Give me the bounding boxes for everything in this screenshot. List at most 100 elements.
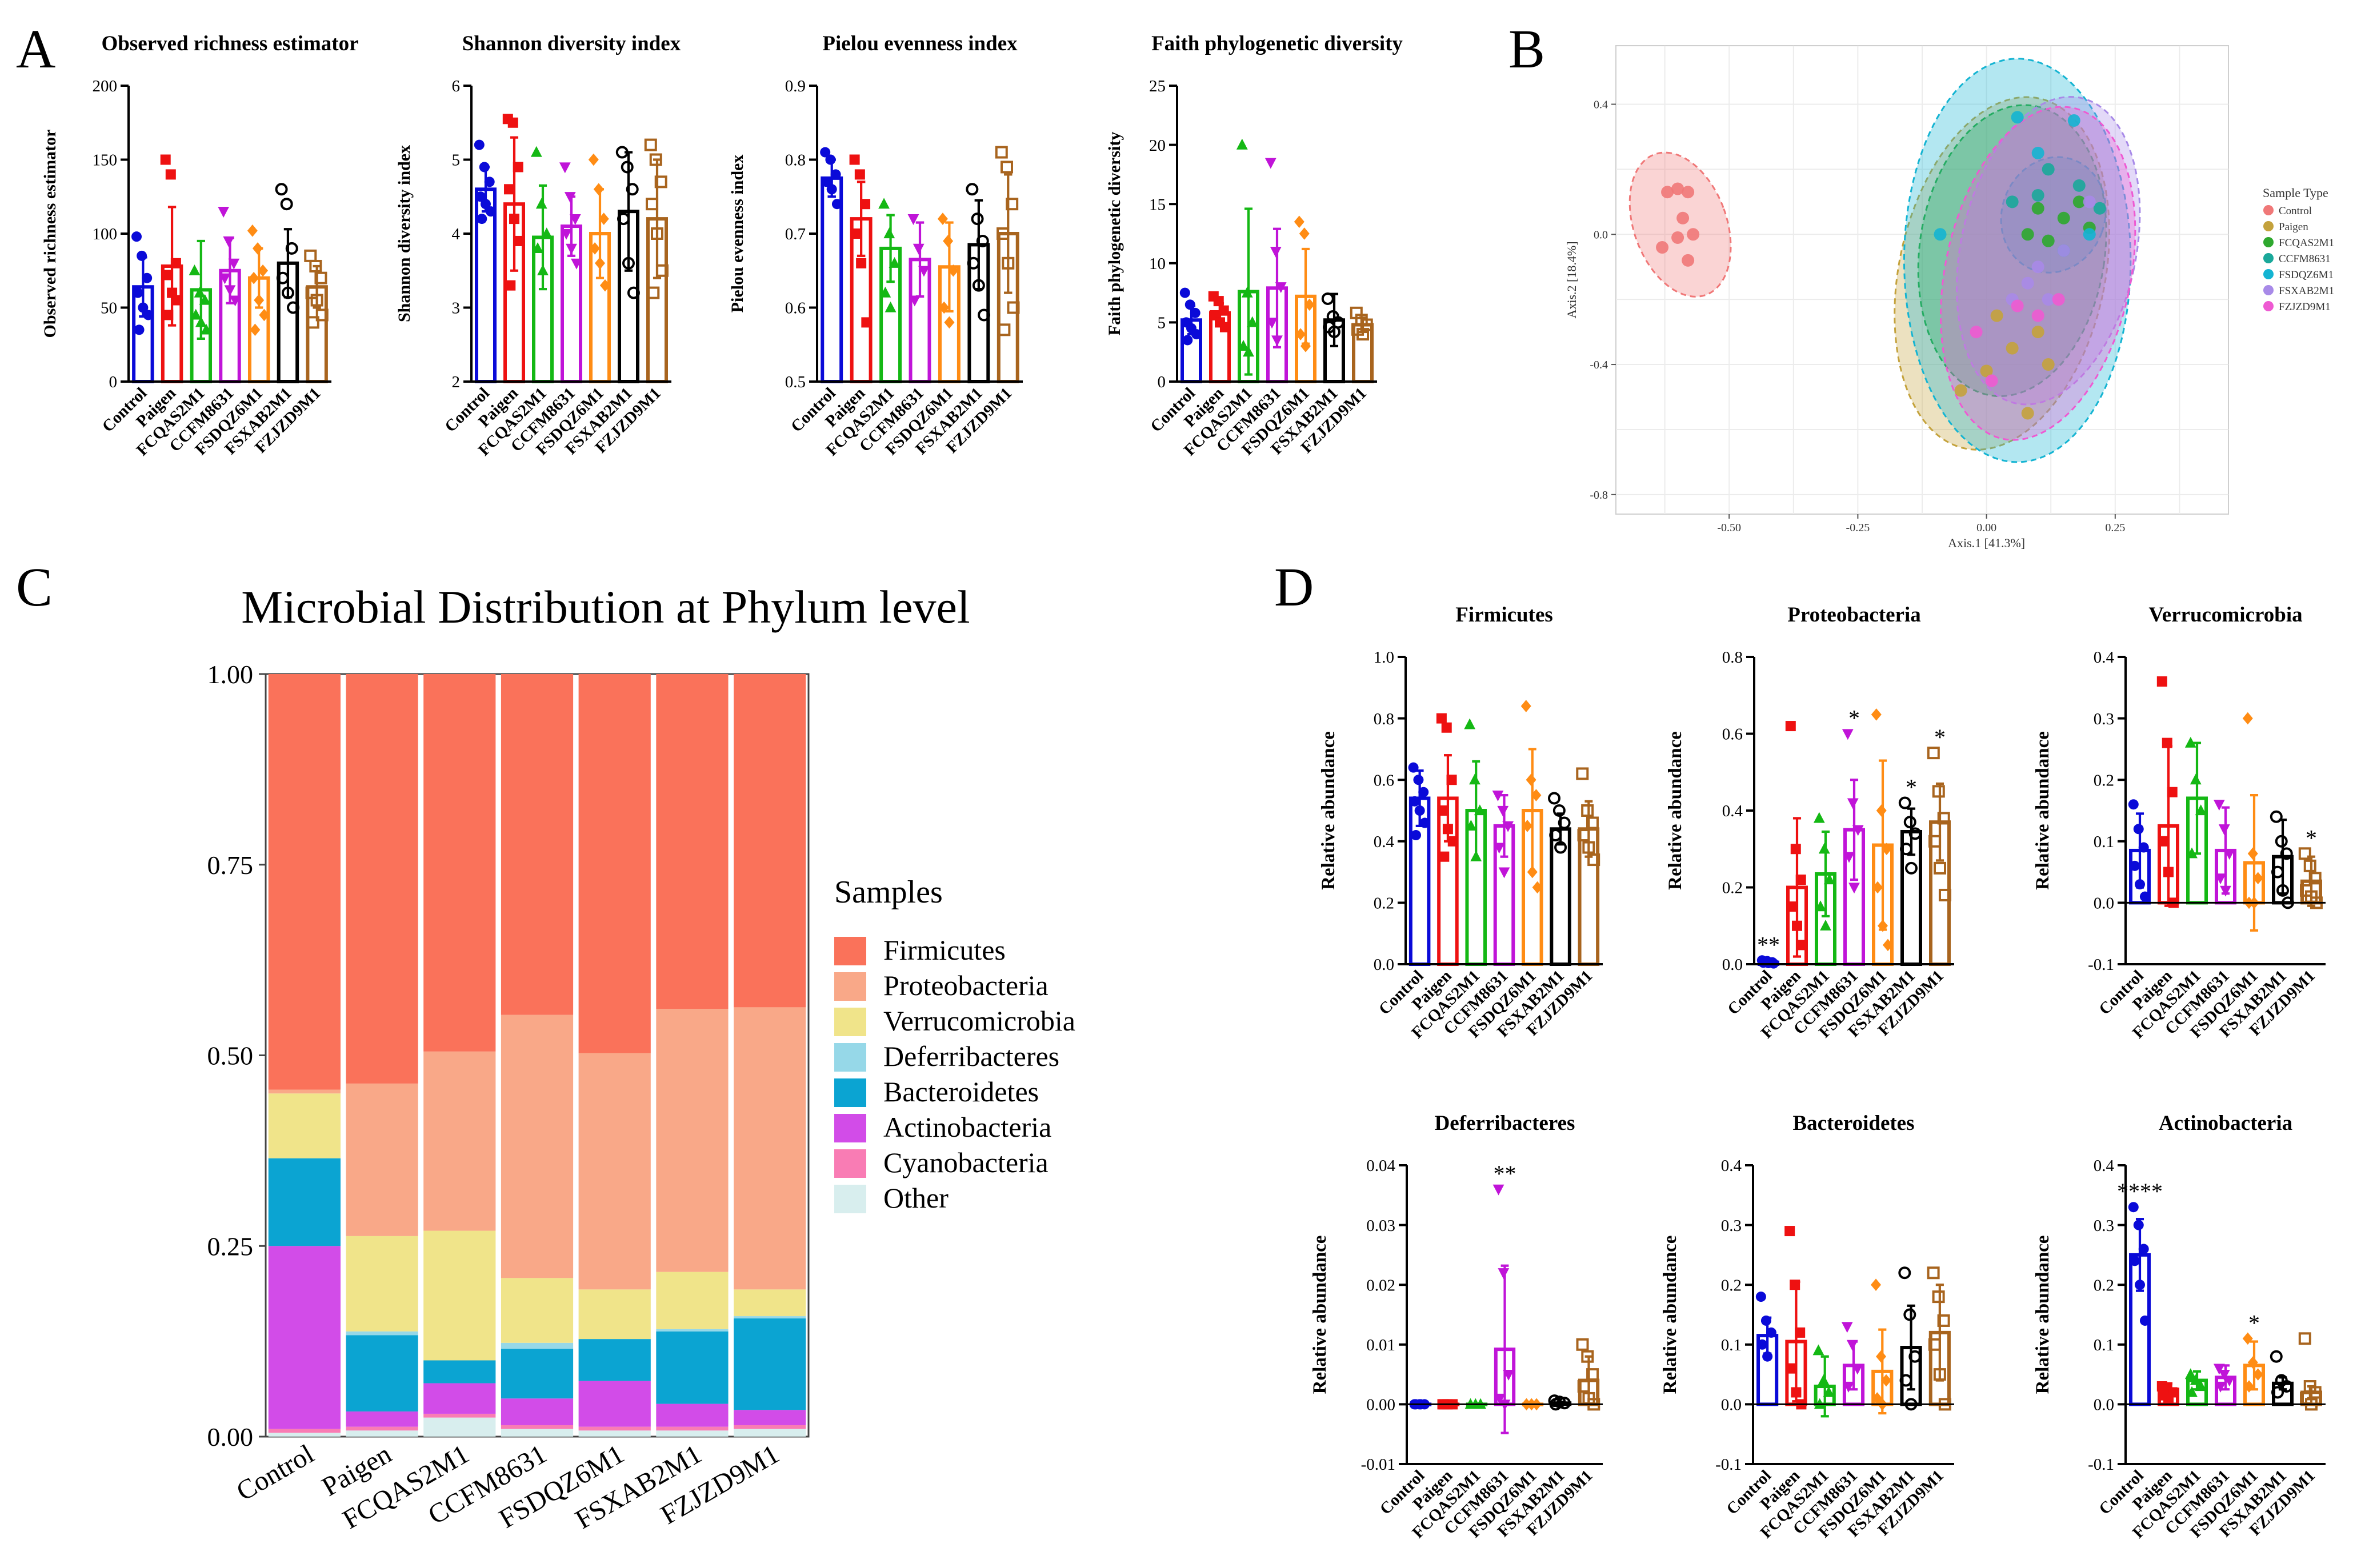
y-tick-label: 0.00 (207, 1422, 254, 1451)
scatter-point-FCQAS2M1 (2021, 228, 2034, 241)
legend-swatch-Proteobacteria (834, 972, 866, 1001)
chart-title: Pielou evenness index (822, 32, 1018, 55)
scatter-point-Control (1676, 211, 1690, 224)
data-point-FCQAS2M1 (1818, 1374, 1830, 1385)
data-point-Control (1413, 775, 1424, 785)
data-point-Control (1408, 762, 1419, 773)
y-tick-label: 0.4 (2094, 648, 2115, 667)
y-tick-label: 25 (1149, 77, 1166, 95)
scatter-point-Paigen (1990, 309, 2003, 322)
data-point-FZJZD9M1 (1581, 1350, 1594, 1363)
data-point-FZJZD9M1 (1932, 1290, 1945, 1304)
stack-segment-Deferribacteres-Paigen (346, 1331, 418, 1336)
scatter-point-FZJZD9M1 (2052, 293, 2065, 306)
data-point-FZJZD9M1 (1928, 1338, 1941, 1351)
data-point-Control (1418, 787, 1429, 797)
scatter-point-CCFM8631 (2093, 202, 2106, 215)
data-point-Paigen (2156, 676, 2167, 687)
data-point-FZJZD9M1 (1577, 829, 1590, 842)
data-point-Control (1757, 1339, 1768, 1350)
data-point-CCFM8631 (559, 162, 571, 174)
data-point-Control (1762, 1351, 1773, 1362)
data-point-FSXAB2M1 (978, 308, 991, 322)
data-point-Paigen (854, 169, 865, 180)
chart-A3: Pielou evenness index Pielou evenness ind… (728, 32, 1023, 459)
data-point-FZJZD9M1 (1934, 861, 1946, 875)
data-point-FSXAB2M1 (1900, 843, 1913, 856)
stack-segment-Bacteroidetes-Paigen (346, 1335, 418, 1411)
y-tick-label: 1.0 (1374, 648, 1394, 667)
y-tick-label: 0.4 (2094, 1157, 2115, 1175)
data-point-Control (1760, 1315, 1771, 1326)
data-point-FZJZD9M1 (2298, 1332, 2311, 1345)
stack-segment-Firmicutes-FCQAS2M1 (423, 674, 496, 1052)
data-point-Paigen (1786, 1363, 1796, 1374)
stack-segment-Proteobacteria-FSXAB2M1 (656, 1009, 729, 1272)
y-tick-label: 0.50 (207, 1041, 254, 1070)
data-point-FSXAB2M1 (617, 212, 630, 226)
data-point-CCFM8631 (223, 236, 235, 247)
data-point-CCFM8631 (1503, 1370, 1514, 1381)
scatter-point-Paigen (1980, 364, 1993, 378)
data-point-Paigen (509, 214, 519, 224)
data-point-Control (133, 287, 143, 298)
data-point-Control (1414, 805, 1425, 816)
y-tick-label: -0.1 (2088, 956, 2114, 974)
data-point-Control (2138, 1244, 2149, 1254)
data-point-CCFM8631 (1843, 852, 1855, 863)
legend-label-Bacteroidetes: Bacteroidetes (883, 1076, 1039, 1108)
y-tick-label: 4 (452, 225, 461, 243)
data-point-FCQAS2M1 (2186, 1386, 2198, 1397)
data-point-FZJZD9M1 (655, 264, 669, 277)
data-point-FZJZD9M1 (998, 323, 1011, 336)
data-point-FSXAB2M1 (276, 271, 289, 284)
y-tick-label: 5 (1158, 314, 1166, 332)
stack-segment-Firmicutes-Paigen (346, 674, 418, 1084)
data-point-FZJZD9M1 (1577, 1380, 1590, 1393)
y-tick-label: 0.4 (1594, 99, 1608, 111)
stack-segment-Bacteroidetes-Control (268, 1158, 341, 1246)
data-point-Paigen (165, 169, 176, 180)
data-point-FSXAB2M1 (1558, 1397, 1571, 1410)
chart-title: Firmicutes (1455, 603, 1553, 627)
data-point-FZJZD9M1 (304, 249, 317, 262)
data-point-FSDQZ6M1 (1882, 939, 1893, 952)
stack-segment-Cyanobacteria-FCQAS2M1 (423, 1413, 496, 1418)
y-axis-label: Observed richness estimator (41, 130, 59, 338)
stack-segment-Actinobacteria-FZJZD9M1 (734, 1410, 806, 1425)
data-point-FSDQZ6M1 (2252, 1368, 2263, 1381)
data-point-FCQAS2M1 (1243, 346, 1254, 357)
confidence-ellipse-Control (1628, 151, 1732, 298)
data-point-Paigen (1438, 805, 1448, 816)
y-tick-label: 0.00 (1366, 1396, 1395, 1414)
data-point-Paigen (1792, 920, 1802, 931)
scatter-point-FZJZD9M1 (2011, 299, 2024, 312)
data-point-CCFM8631 (2215, 1381, 2226, 1393)
legend-marker-Paigen (2263, 221, 2274, 231)
y-axis-label: Pielou evenness index (728, 155, 747, 313)
data-point-Control (1766, 1327, 1776, 1338)
y-tick-label: 0.8 (1722, 648, 1743, 667)
data-point-Control (825, 154, 836, 165)
scatter-point-FCQAS2M1 (2057, 211, 2070, 224)
legend-label-Proteobacteria: Proteobacteria (883, 969, 1049, 1001)
data-point-FZJZD9M1 (997, 227, 1010, 240)
significance-FZJZD9M1: * (1934, 724, 1946, 750)
y-tick-label: 0.0 (2094, 1396, 2114, 1414)
scatter-point-FSDQZ6M1 (2067, 114, 2080, 127)
y-tick-label: 0.6 (1374, 771, 1394, 789)
data-point-FCQAS2M1 (1238, 340, 1249, 351)
legend-label-Control: Control (2279, 205, 2312, 217)
legend-marker-FSXAB2M1 (2263, 285, 2274, 295)
data-point-Control (1755, 1292, 1766, 1302)
data-point-FCQAS2M1 (541, 227, 553, 239)
data-point-Control (2130, 860, 2140, 871)
data-point-FZJZD9M1 (1356, 328, 1369, 341)
scatter-point-Paigen (1954, 384, 1967, 397)
data-point-Paigen (856, 258, 867, 268)
stack-segment-Proteobacteria-FCQAS2M1 (423, 1051, 496, 1231)
data-point-FSDQZ6M1 (1532, 881, 1543, 894)
y-axis-label: Relative abundance (1665, 731, 1686, 890)
data-point-FSDQZ6M1 (595, 257, 605, 270)
data-point-Control (142, 272, 153, 283)
